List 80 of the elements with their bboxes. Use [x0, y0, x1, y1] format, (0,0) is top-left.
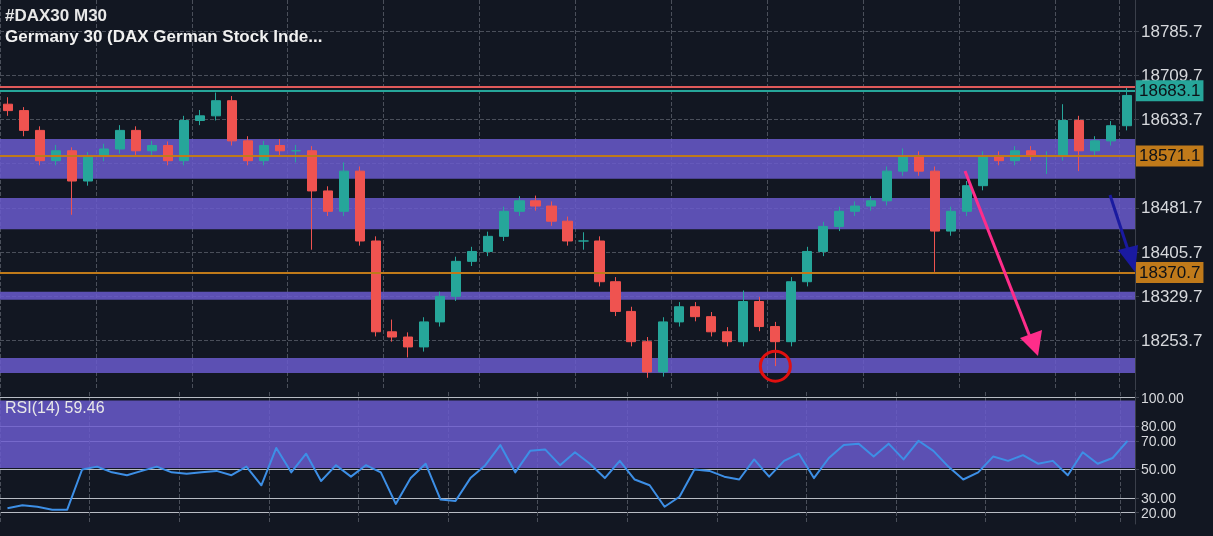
candlestick — [706, 311, 716, 337]
candlestick — [1106, 120, 1116, 147]
candlestick — [3, 96, 13, 117]
candlestick — [387, 319, 397, 343]
candlestick — [115, 124, 125, 155]
candlestick — [275, 138, 285, 156]
candlestick — [818, 221, 828, 257]
line-series — [6, 439, 1129, 511]
candlestick — [291, 144, 301, 163]
candlestick — [371, 235, 381, 337]
candlestick — [195, 109, 205, 126]
y-tick-label: 50.00 — [1141, 461, 1177, 478]
candlestick — [754, 296, 764, 332]
candlestick — [19, 106, 29, 137]
candlestick — [914, 150, 924, 177]
y-tick-label: 30.00 — [1141, 490, 1177, 507]
candlestick — [658, 316, 668, 378]
y-tick-label: 70.00 — [1141, 432, 1177, 449]
candlestick — [850, 200, 860, 217]
y-tick-label: 20.00 — [1141, 504, 1177, 521]
candlestick — [1058, 103, 1068, 162]
candlestick — [626, 306, 636, 347]
candlestick — [578, 231, 589, 251]
candlestick — [978, 150, 988, 191]
candlestick — [243, 135, 253, 166]
candlestick — [722, 326, 732, 347]
y-tick-label: 18253.7 — [1141, 331, 1203, 351]
candlestick — [530, 195, 541, 212]
text: Germany 30 (DAX German Stock Inde... — [5, 27, 323, 46]
candlestick — [882, 165, 892, 206]
candlestick — [35, 125, 45, 166]
candlestick — [467, 246, 477, 267]
candlestick — [131, 125, 141, 156]
y-tick-label: 100.00 — [1141, 389, 1185, 406]
candlestick — [738, 289, 748, 347]
candlestick — [227, 95, 237, 147]
y-tick-label: 18329.7 — [1141, 286, 1203, 306]
ref-line-label: 18683.1 — [1139, 81, 1201, 101]
candlestick — [499, 206, 509, 242]
candlestick — [770, 321, 780, 367]
candlestick — [147, 140, 157, 156]
candlestick — [834, 206, 844, 232]
ref-line-label: 18571.1 — [1139, 146, 1201, 166]
candlestick — [562, 216, 573, 247]
candlestick — [355, 165, 365, 247]
candlestick — [546, 200, 557, 227]
candlestick — [802, 246, 812, 287]
candlestick — [594, 235, 605, 287]
candlestick — [930, 165, 940, 273]
candlestick — [610, 276, 621, 317]
y-tick-label: 18481.7 — [1141, 198, 1203, 218]
candlestick — [786, 276, 796, 347]
candlestick — [323, 185, 333, 217]
candlestick — [514, 195, 525, 217]
candlestick — [83, 151, 93, 187]
y-tick-label: 18405.7 — [1141, 242, 1203, 262]
candlestick — [962, 180, 972, 217]
y-tick-label: 18785.7 — [1141, 21, 1203, 41]
candlestick — [419, 316, 429, 353]
candlestick — [451, 256, 461, 302]
candlestick — [339, 161, 349, 217]
candlestick — [674, 301, 684, 328]
chart-title: #DAX30 M30 — [5, 6, 108, 25]
candlestick — [179, 115, 189, 166]
candlestick — [898, 147, 908, 177]
candlestick — [435, 291, 445, 328]
y-tick-label: 18633.7 — [1141, 110, 1203, 129]
candlestick — [690, 301, 700, 322]
candlestick — [946, 206, 956, 237]
candlestick — [403, 331, 413, 358]
chart-title: RSI(14) 59.46 — [5, 398, 105, 416]
candlestick — [307, 145, 317, 251]
candlestick — [67, 146, 77, 216]
ref-line-label: 18370.7 — [1139, 263, 1201, 283]
y-tick-label: 80.00 — [1141, 418, 1177, 435]
candlestick — [866, 195, 876, 212]
candlestick — [1090, 135, 1100, 156]
candlestick — [483, 231, 493, 257]
candlestick — [1074, 115, 1084, 172]
candlestick — [642, 336, 652, 379]
